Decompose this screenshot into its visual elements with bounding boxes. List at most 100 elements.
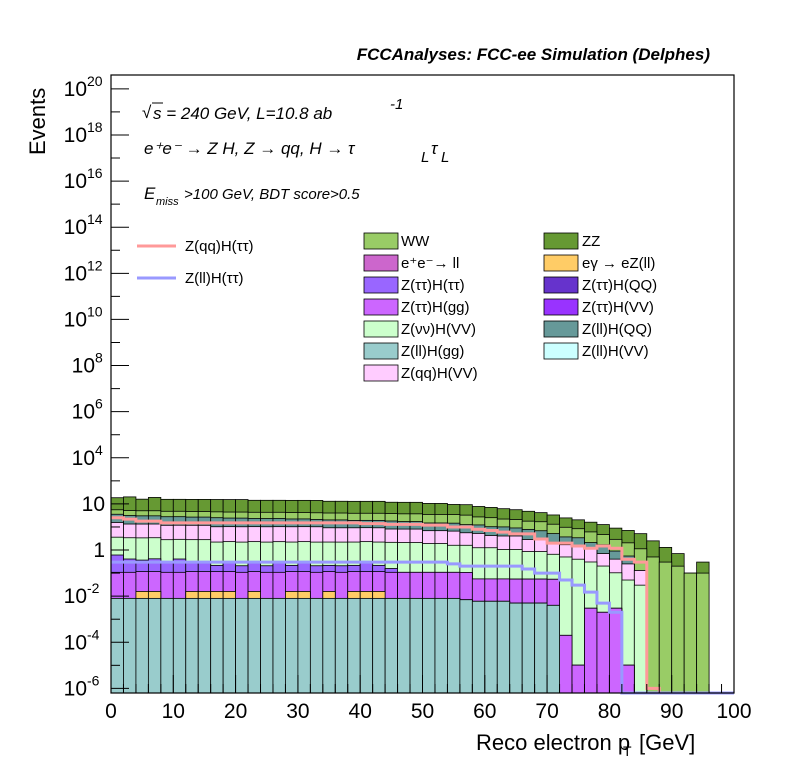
bar-z-ll-h-gg-3 xyxy=(147,597,162,694)
legend-left-label-4: Z(νν)H(VV) xyxy=(401,321,476,338)
y-tick-label-6: 10 xyxy=(72,401,95,424)
signal-line-0 xyxy=(111,516,734,695)
x-tick-label-8: 80 xyxy=(598,700,621,723)
legend-left-swatch-3 xyxy=(363,298,399,316)
y-tick-label-11: 10 xyxy=(64,170,87,193)
legend-left-swatch-0 xyxy=(363,232,399,250)
legend-left-label-2: Z(ττ)H(ττ) xyxy=(401,277,465,294)
legend-left-label-5: Z(ll)H(gg) xyxy=(401,343,464,360)
chart-title: FCCAnalyses: FCC-ee Simulation (Delphes) xyxy=(357,45,711,64)
y-tick-exponent-5: 4 xyxy=(95,442,103,458)
bar-z-ll-h-gg-18 xyxy=(334,597,349,694)
legend-right-swatch-2 xyxy=(543,276,579,294)
y-tick-label-2: 10 xyxy=(64,585,87,608)
legend-right-swatch-1 xyxy=(543,254,579,272)
x-tick-label-2: 20 xyxy=(224,700,247,723)
bar-z-ll-h-gg-13 xyxy=(272,597,286,694)
legend-left-label-1: e⁺e⁻→ ll xyxy=(401,255,459,272)
legend: Z(qq)H(ττ) Z(ll)H(ττ) WW e⁺e⁻→ ll Z(ττ)H(ττ)… xyxy=(137,232,657,382)
process-subscript-1: L xyxy=(421,149,429,166)
x-axis-label-unit: [GeV] xyxy=(639,730,695,755)
legend-left-label-3: Z(ττ)H(gg) xyxy=(401,299,470,316)
x-axis-label-main: Reco electron p xyxy=(476,730,630,755)
process-tail: τ xyxy=(431,139,439,158)
y-tick-label-4: 10 xyxy=(82,493,105,516)
bar-z-ll-h-gg-19 xyxy=(347,597,361,694)
y-tick-label-8: 10 xyxy=(64,308,87,331)
y-tick-exponent-10: 14 xyxy=(87,211,103,227)
bar-z-h-gg-37 xyxy=(571,664,585,694)
x-tick-label-7: 70 xyxy=(535,700,558,723)
bar-ww-45 xyxy=(671,565,685,694)
bar-z-ll-h-gg-28 xyxy=(459,599,473,694)
bar-z-ll-h-gg-27 xyxy=(447,597,461,694)
y-tick-label-7: 10 xyxy=(72,355,95,378)
x-axis-label-sub: T xyxy=(623,743,632,759)
bar-z-ll-h-gg-35 xyxy=(546,604,560,694)
process-subscript-2: L xyxy=(441,149,449,166)
bar-z-ll-h-gg-15 xyxy=(297,597,311,694)
legend-right-swatch-0 xyxy=(543,232,579,250)
legend-left-swatch-6 xyxy=(363,364,399,382)
bar-z-ll-h-gg-4 xyxy=(160,597,174,694)
legend-right-label-4: Z(ll)H(QQ) xyxy=(582,321,652,338)
bar-z-ll-h-gg-17 xyxy=(322,597,336,694)
bar-z-ll-h-gg-8 xyxy=(210,597,224,694)
signal-line-1 xyxy=(111,560,734,695)
y-tick-label-12: 10 xyxy=(64,124,87,147)
legend-right-label-0: ZZ xyxy=(582,233,600,250)
legend-left-label-0: WW xyxy=(401,233,430,250)
y-tick-label-10: 10 xyxy=(64,216,87,239)
bar-z-ll-h-gg-9 xyxy=(222,597,236,694)
bar-z-ll-h-gg-29 xyxy=(471,600,486,694)
legend-left-swatch-4 xyxy=(363,320,399,338)
legend-left-label-6: Z(qq)H(VV) xyxy=(401,365,478,382)
x-tick-label-0: 0 xyxy=(105,700,117,723)
y-tick-exponent-11: 16 xyxy=(87,165,103,181)
energy-lumi-text: s = 240 GeV, L=10.8 ab xyxy=(153,104,332,123)
bar-z-ll-h-gg-24 xyxy=(409,597,423,694)
bar-z-ll-h-gg-2 xyxy=(135,597,149,694)
bar-z-ll-h-gg-5 xyxy=(172,597,187,694)
bar-z-ll-h-gg-16 xyxy=(309,597,324,694)
bar-z-ll-h-gg-11 xyxy=(247,597,261,694)
bar-ww-46 xyxy=(683,572,698,694)
selection-main: E xyxy=(144,184,156,203)
y-tick-label-5: 10 xyxy=(72,447,95,470)
y-tick-exponent-0: -6 xyxy=(87,672,100,688)
bar-z-ll-h-gg-14 xyxy=(285,597,299,694)
annotation-process: e⁺e⁻ → Z H, Z → qq, H → τ L τ L xyxy=(144,139,449,166)
bar-z-h-gg-41 xyxy=(621,664,635,694)
legend-right-swatch-4 xyxy=(543,320,579,338)
sqrt-symbol: √ xyxy=(142,103,152,122)
selection-rest: >100 GeV, BDT score>0.5 xyxy=(184,186,360,203)
legend-left-swatch-1 xyxy=(363,254,399,272)
x-tick-label-1: 10 xyxy=(162,700,185,723)
x-tick-label-9: 90 xyxy=(660,700,683,723)
x-tick-label-4: 40 xyxy=(349,700,372,723)
x-axis-label: Reco electron p T [GeV] xyxy=(476,730,695,759)
bar-z-ll-h-gg-26 xyxy=(434,597,448,694)
y-tick-label-3: 1 xyxy=(93,539,105,562)
legend-right-swatch-5 xyxy=(543,342,579,360)
bar-z-h-gg-39 xyxy=(596,611,610,694)
y-tick-label-0: 10 xyxy=(64,677,87,700)
legend-signal-label-0: Z(qq)H(ττ) xyxy=(185,238,254,255)
legend-right-swatch-3 xyxy=(543,298,579,316)
bar-z-ll-h-gg-31 xyxy=(496,600,511,694)
process-text: e⁺e⁻ → Z H, Z → qq, H → τ xyxy=(144,139,356,158)
y-tick-label-1: 10 xyxy=(64,631,87,654)
bar-z-ll-h-gg-30 xyxy=(484,600,498,694)
y-tick-exponent-8: 10 xyxy=(87,303,103,319)
lumi-exponent: -1 xyxy=(390,96,403,113)
annotation-selection: E miss >100 GeV, BDT score>0.5 xyxy=(144,184,360,208)
x-tick-label-5: 50 xyxy=(411,700,434,723)
bar-z-ll-h-gg-34 xyxy=(534,602,548,694)
x-tick-label-10: 100 xyxy=(716,700,751,723)
bar-z-ll-h-gg-33 xyxy=(521,602,536,694)
legend-left-swatch-5 xyxy=(363,342,399,360)
bar-z-ll-h-gg-12 xyxy=(260,597,274,694)
bar-z-h-vv-42 xyxy=(633,584,648,694)
